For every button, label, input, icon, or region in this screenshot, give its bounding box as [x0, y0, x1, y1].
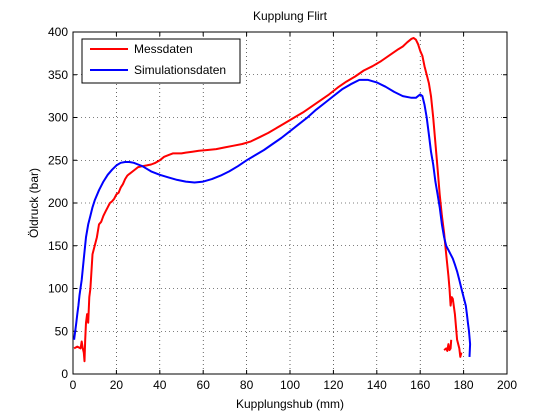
x-tick-label: 120: [323, 378, 343, 392]
y-tick-label: 150: [48, 239, 68, 253]
x-axis-title: Kupplungshub (mm): [236, 397, 344, 411]
x-tick-label: 100: [280, 378, 300, 392]
grid: [73, 32, 507, 374]
y-tick-label: 100: [48, 282, 68, 296]
y-tick-label: 400: [48, 25, 68, 39]
x-tick-label: 20: [110, 378, 124, 392]
y-tick-label: 200: [48, 196, 68, 210]
y-tick-label: 0: [61, 367, 68, 381]
data-series: [73, 37, 472, 363]
legend-label-simulationsdaten: Simulationsdaten: [134, 63, 226, 77]
x-tick-label: 200: [497, 378, 517, 392]
series-line-simulationsdaten: [73, 78, 472, 357]
legend-box: [81, 38, 241, 84]
y-tick-label: 350: [48, 68, 68, 82]
y-tick-label: 250: [48, 153, 68, 167]
y-axis-tick-labels: 0 50 100 150 200 250 300 350 400: [48, 25, 68, 381]
y-tick-label: 50: [55, 324, 69, 338]
series-line-messdaten-tail: [443, 339, 453, 352]
y-tick-label: 300: [48, 111, 68, 125]
x-tick-label: 160: [410, 378, 430, 392]
legend-label-messdaten: Messdaten: [134, 42, 193, 56]
x-tick-label: 0: [70, 378, 77, 392]
chart-title: Kupplung Flirt: [253, 9, 328, 23]
x-tick-label: 40: [153, 378, 167, 392]
y-axis-title: Öldruck (bar): [27, 168, 41, 238]
x-axis-tick-labels: 0 20 40 60 80 100 120 140 160 180 200: [70, 378, 518, 392]
x-tick-label: 80: [240, 378, 254, 392]
legend: Messdaten Simulationsdaten: [81, 38, 241, 84]
axis-ticks: [72, 31, 508, 375]
x-tick-label: 60: [197, 378, 211, 392]
series-line-messdaten: [73, 37, 463, 363]
x-tick-label: 180: [454, 378, 474, 392]
x-tick-label: 140: [367, 378, 387, 392]
